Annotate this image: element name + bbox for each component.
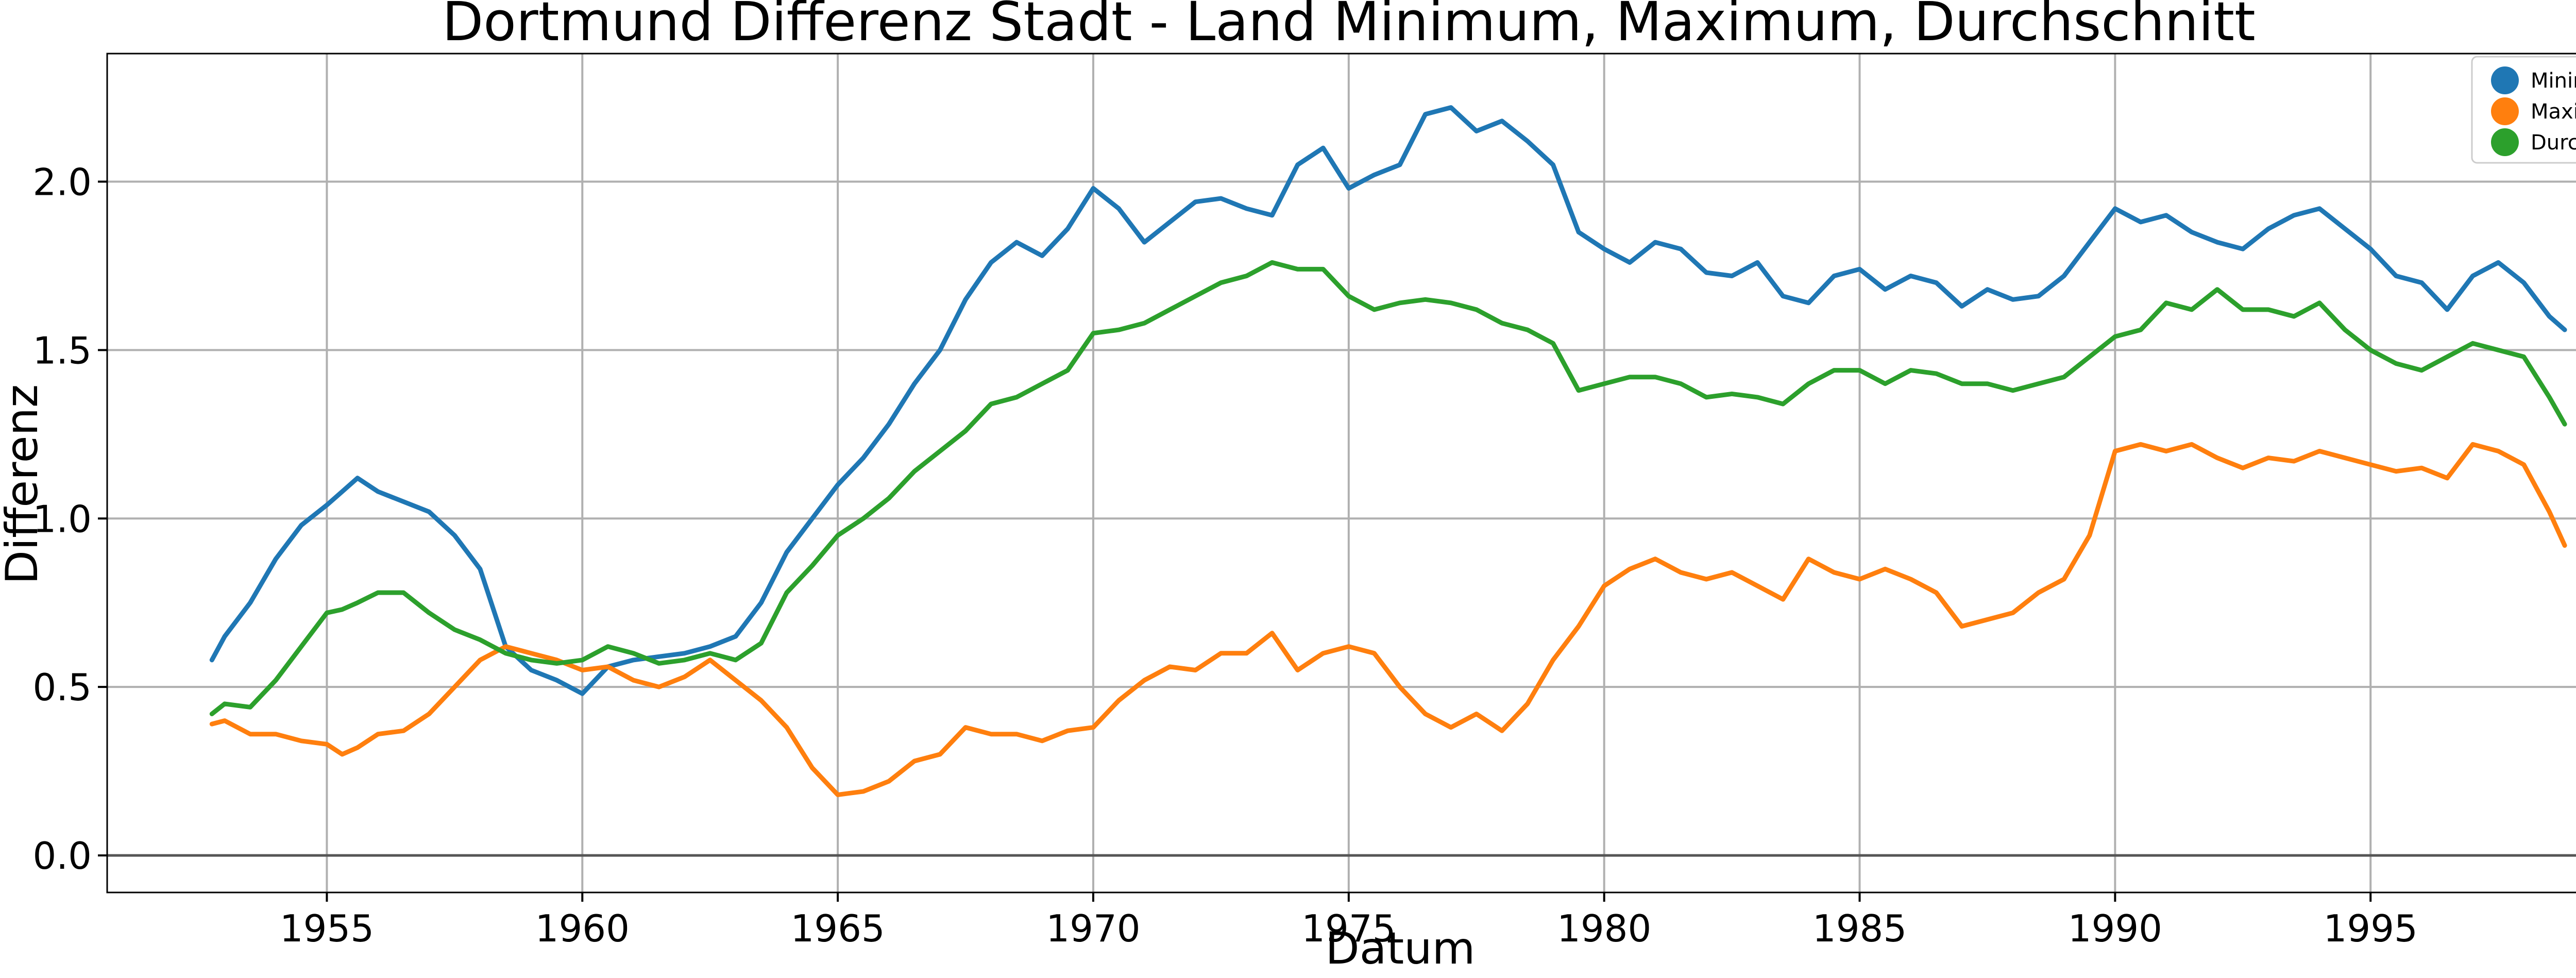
y-tick-label: 0.5 [32, 666, 92, 709]
x-axis-title: Datum [1326, 923, 1476, 974]
x-tick-label: 1975 [1301, 907, 1396, 950]
y-axis-ticks: 0.0 0.5 1.0 1.5 2.0 [32, 160, 107, 878]
legend-marker-minimum [2491, 66, 2519, 94]
y-axis-title: Differenz [0, 384, 48, 584]
chart-title: Dortmund Differenz Stadt - Land Minimum,… [442, 0, 2256, 53]
legend-label-durchschnitt: Durchschnitt [2531, 131, 2576, 155]
x-tick-label: 1965 [791, 907, 885, 950]
x-tick-label: 1980 [1557, 907, 1651, 950]
series-line-maximum [209, 442, 2567, 797]
legend-label-minimum: Minimum [2531, 69, 2576, 93]
legend-marker-maximum [2491, 97, 2519, 125]
x-tick-label: 1960 [535, 907, 630, 950]
x-tick-label: 1990 [2068, 907, 2162, 950]
legend-label-maximum: Maximum [2531, 100, 2576, 124]
y-tick-label: 2.0 [32, 160, 92, 204]
x-axis-ticks: 1955196019651970197519801985199019952000 [280, 892, 2418, 950]
y-tick-label: 1.0 [32, 497, 92, 541]
series-lines [209, 105, 2567, 797]
legend: Minimum Maximum Durchschnitt [2471, 56, 2576, 164]
x-tick-label: 1995 [2324, 907, 2418, 950]
x-tick-label: 1970 [1046, 907, 1140, 950]
plot-area-frame [106, 53, 2576, 893]
grid-lines [107, 54, 2576, 892]
legend-marker-durchschnitt [2491, 128, 2519, 156]
y-tick-label: 1.5 [32, 329, 92, 372]
series-line-minimum [209, 105, 2567, 696]
series-line-durchschnitt [209, 260, 2567, 716]
x-tick-label: 1985 [1812, 907, 1907, 950]
x-tick-label: 1955 [280, 907, 374, 950]
y-tick-label: 0.0 [32, 834, 92, 878]
